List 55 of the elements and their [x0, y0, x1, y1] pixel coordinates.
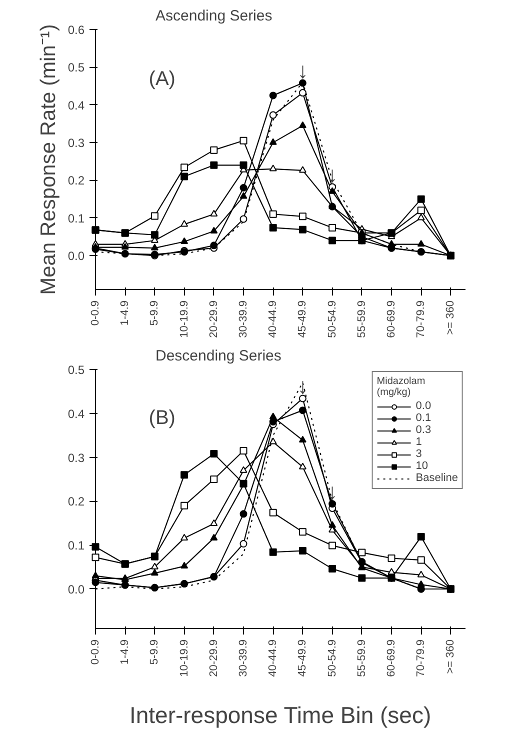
x-tick-label: 50-54.9 — [326, 300, 338, 338]
x-tick-label: 20-29.9 — [208, 300, 220, 338]
y-tick-label: 0.3 — [68, 450, 85, 465]
x-tick-label: >= 360 — [444, 300, 457, 335]
x-tick-label: 55-59.9 — [356, 639, 368, 677]
x-tick-label: 0-0.9 — [90, 300, 102, 326]
x-tick-label: 60-69.9 — [386, 300, 398, 338]
y-tick-label: 0.1 — [68, 211, 85, 226]
x-tick-label: 10-19.9 — [178, 639, 190, 677]
y-axis-title: Mean Response Rate (min⁻¹) — [36, 24, 60, 295]
legend-label: Baseline — [416, 472, 458, 484]
x-tick-label: 5-9.9 — [148, 639, 161, 665]
x-tick-label: 55-59.9 — [356, 300, 368, 338]
x-tick-label: >= 360 — [444, 639, 457, 674]
x-tick-label: 45-49.9 — [296, 639, 309, 677]
y-tick-label: 0.6 — [68, 23, 85, 37]
legend-label: 3 — [416, 448, 423, 460]
x-tick-label: 1-4.9 — [119, 639, 132, 665]
x-tick-label: 20-29.9 — [208, 639, 220, 677]
legend-title: Midazolam (mg/kg) — [376, 376, 426, 398]
y-tick-label: 0.1 — [68, 538, 85, 553]
x-tick-label: 40-44.9 — [267, 300, 280, 338]
y-tick-label: 0.5 — [68, 60, 85, 75]
x-tick-label: 70-79.9 — [415, 300, 428, 338]
y-tick-label: 0.0 — [68, 582, 85, 596]
y-tick-label: 0.5 — [68, 363, 85, 377]
chart-title: Ascending Series — [156, 8, 272, 24]
annotation: (B) — [148, 406, 176, 429]
y-tick-label: 0.4 — [68, 98, 85, 112]
y-tick-label: 0.2 — [68, 494, 85, 509]
x-tick-label: 50-54.9 — [326, 639, 338, 677]
y-tick-label: 0.0 — [68, 249, 85, 264]
x-tick-label: 45-49.9 — [296, 300, 309, 338]
legend-label: 10 — [416, 460, 430, 472]
x-tick-label: 30-39.9 — [238, 639, 250, 677]
x-tick-label: 30-39.9 — [238, 300, 250, 338]
x-tick-label: 0-0.9 — [90, 639, 102, 665]
x-tick-label: 40-44.9 — [267, 639, 280, 677]
legend-label: 0.1 — [416, 412, 432, 424]
legend-label: 0.0 — [416, 400, 432, 412]
x-tick-label: 10-19.9 — [178, 300, 190, 338]
chart-title: Descending Series — [156, 348, 282, 364]
annotation: ↓ — [326, 478, 338, 504]
annotation: (A) — [148, 68, 176, 90]
legend-label: 0.3 — [416, 424, 432, 436]
legend-label: 1 — [416, 436, 423, 448]
x-tick-label: 5-9.9 — [148, 300, 161, 326]
y-tick-label: 0.3 — [68, 136, 85, 150]
y-tick-label: 0.2 — [68, 174, 85, 188]
annotation: ↓ — [297, 58, 308, 84]
x-axis-title: Inter-response Time Bin (sec) — [129, 702, 432, 728]
y-tick-label: 0.4 — [68, 406, 85, 421]
x-tick-label: 60-69.9 — [386, 639, 398, 677]
x-tick-label: 70-79.9 — [415, 639, 428, 677]
x-tick-label: 1-4.9 — [119, 300, 132, 326]
